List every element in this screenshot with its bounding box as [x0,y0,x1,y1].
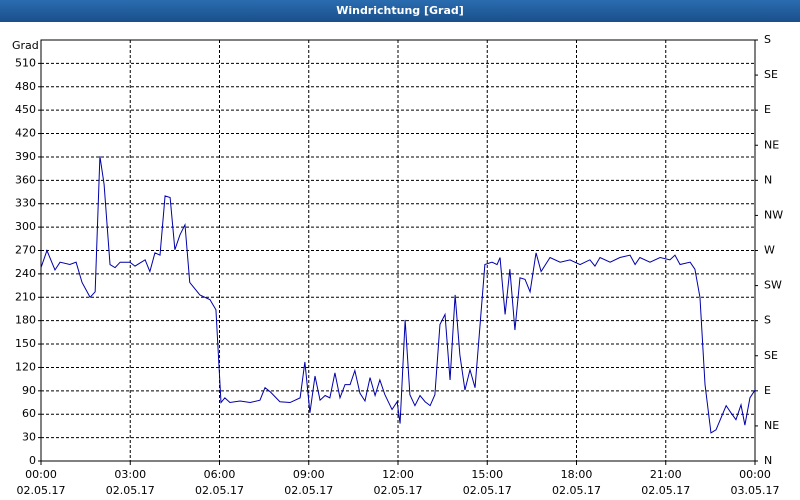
y2-tick-label: S [764,33,771,46]
y-tick-label: 60 [22,407,36,420]
y-tick-label: 480 [15,80,36,93]
y2-tick-label: S [764,314,771,327]
x-tick-label: 21:00 [650,468,682,481]
x-tick-label: 18:00 [561,468,593,481]
y-tick-label: 30 [22,431,36,444]
x-tick-label: 15:00 [471,468,503,481]
x-tick-label: 06:00 [204,468,236,481]
title-bar: Windrichtung [Grad] [0,0,800,22]
y2-tick-label: NW [764,208,783,221]
y-tick-label: 300 [15,220,36,233]
x-tick-label: 02.05.17 [374,484,423,497]
y-axis-label: Grad [12,39,39,52]
x-tick-label: 02.05.17 [552,484,601,497]
y2-tick-label: NE [764,419,779,432]
y2-tick-label: N [764,454,772,467]
y-tick-label: 330 [15,197,36,210]
x-tick-label: 00:00 [739,468,771,481]
data-line [40,156,756,434]
x-tick-label: 09:00 [293,468,325,481]
y2-tick-label: SE [764,349,778,362]
y-tick-label: 450 [15,103,36,116]
y-tick-label: 360 [15,173,36,186]
x-tick-label: 02.05.17 [641,484,690,497]
x-tick-label: 02.05.17 [195,484,244,497]
y2-tick-label: W [764,244,775,257]
y-tick-label: 510 [15,56,36,69]
x-tick-label: 03.05.17 [731,484,780,497]
x-tick-label: 00:00 [25,468,57,481]
y-tick-label: 420 [15,127,36,140]
y-tick-label: 0 [29,454,36,467]
x-tick-label: 03:00 [114,468,146,481]
y2-tick-label: SE [764,68,778,81]
y-tick-label: 240 [15,267,36,280]
y-tick-label: 390 [15,150,36,163]
y2-tick-label: E [764,103,771,116]
x-tick-label: 02.05.17 [17,484,66,497]
x-tick-label: 02.05.17 [106,484,155,497]
y-tick-label: 150 [15,337,36,350]
y-tick-label: 210 [15,290,36,303]
y-tick-label: 90 [22,384,36,397]
y-tick-label: 270 [15,244,36,257]
x-tick-label: 02.05.17 [463,484,512,497]
y2-tick-label: E [764,384,771,397]
x-tick-label: 12:00 [382,468,414,481]
y2-tick-label: NE [764,138,779,151]
y-tick-label: 120 [15,360,36,373]
x-tick-label: 02.05.17 [284,484,333,497]
y2-tick-label: N [764,173,772,186]
y2-tick-label: SW [764,279,782,292]
y-tick-label: 180 [15,314,36,327]
